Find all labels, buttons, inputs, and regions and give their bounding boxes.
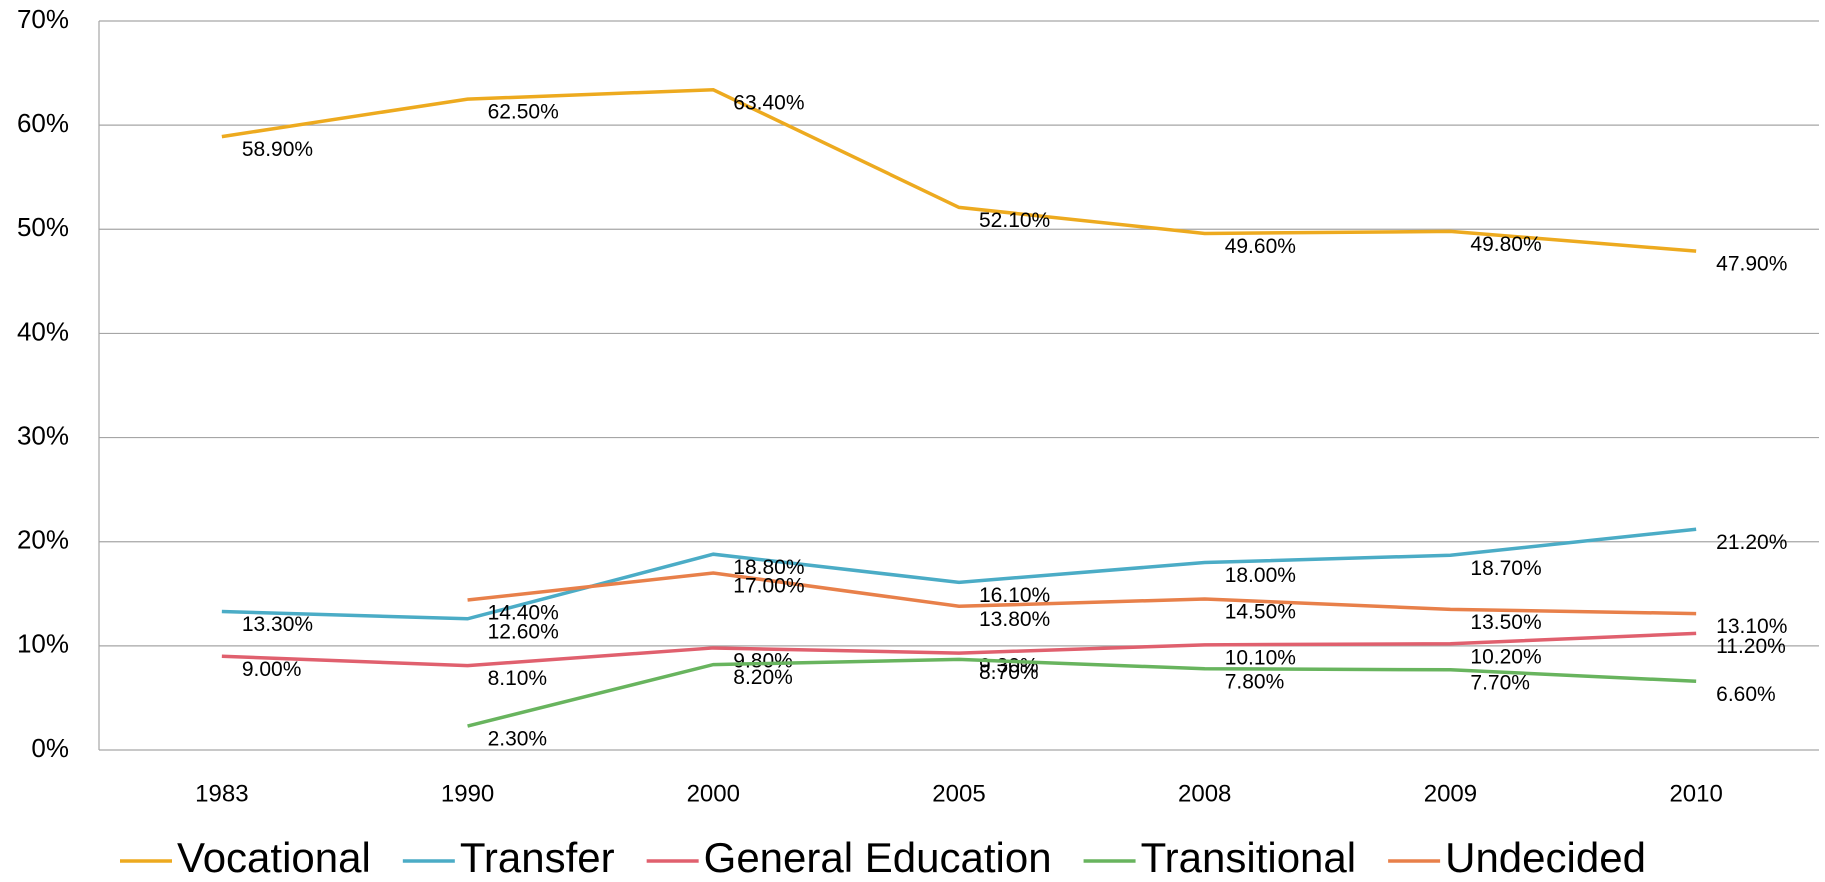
data-label: 12.60% [488,620,559,643]
x-tick-label: 1983 [195,780,248,807]
data-label: 7.80% [1225,670,1285,693]
data-label: 9.80% [733,649,793,672]
legend-label: Vocational [177,834,371,881]
x-tick-label: 1990 [441,780,494,807]
data-label: 10.10% [1225,646,1296,669]
y-tick-label: 20% [17,525,69,555]
x-tick-label: 2000 [687,780,740,807]
data-label: 13.10% [1716,615,1787,638]
x-tick-label: 2005 [932,780,985,807]
data-label: 13.30% [242,613,313,636]
legend-label: General Education [704,834,1052,881]
x-tick-label: 2009 [1424,780,1477,807]
data-label: 17.00% [733,575,804,598]
data-label: 49.80% [1470,233,1541,256]
data-label: 49.60% [1225,235,1296,258]
data-label: 8.70% [979,661,1039,684]
data-label: 18.80% [733,556,804,579]
data-label: 13.80% [979,608,1050,631]
data-label: 13.50% [1470,611,1541,634]
x-tick-label: 2008 [1178,780,1231,807]
data-label: 18.00% [1225,564,1296,587]
data-label: 9.00% [242,658,302,681]
x-tick-label: 2010 [1669,780,1722,807]
data-label: 63.40% [733,91,804,114]
data-label: 11.20% [1716,635,1786,658]
data-label: 8.10% [488,667,548,690]
series-line [221,87,1697,253]
data-label: 6.60% [1716,683,1776,706]
data-label: 10.20% [1470,645,1541,668]
y-tick-label: 0% [31,733,69,763]
y-tick-label: 50% [17,212,69,242]
data-label: 14.40% [488,602,559,625]
data-label: 21.20% [1716,531,1787,554]
series-line [221,631,1697,668]
legend-label: Transfer [460,834,615,881]
legend-label: Transitional [1141,834,1357,881]
y-tick-label: 10% [17,629,69,659]
y-tick-label: 30% [17,420,69,450]
series-line [221,527,1697,621]
series-line [467,657,1697,728]
legend-label: Undecided [1445,834,1646,881]
data-label: 47.90% [1716,253,1787,276]
data-label: 58.90% [242,138,313,161]
data-label: 7.70% [1470,671,1530,694]
data-label: 2.30% [488,728,548,751]
data-label: 14.50% [1225,601,1296,624]
series-line [467,571,1697,616]
y-tick-label: 40% [17,316,69,346]
data-label: 16.10% [979,584,1050,607]
data-label: 52.10% [979,209,1050,232]
data-label: 18.70% [1470,557,1541,580]
y-tick-label: 60% [17,108,69,138]
y-tick-label: 70% [17,4,69,34]
data-label: 8.20% [733,666,793,689]
data-label: 62.50% [488,101,559,124]
